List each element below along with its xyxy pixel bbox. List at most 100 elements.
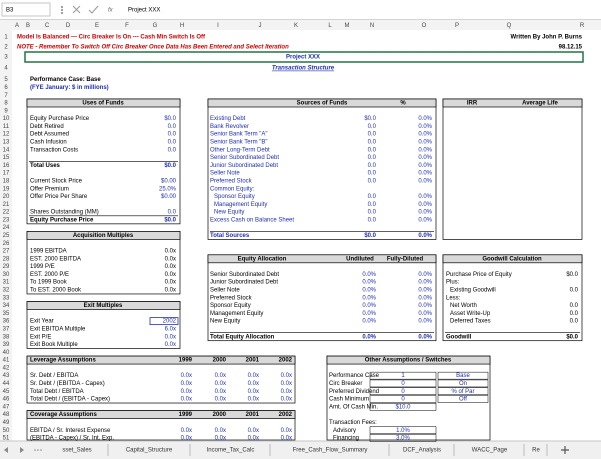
column-header: R [580,23,585,29]
row-header: 22 [3,210,10,216]
cell-value: 0.0x [281,373,292,379]
column-header: O [422,23,427,29]
cell-value: 0.0x [165,334,176,340]
cell-value: 0 [401,381,405,387]
row-label: Cash Infusion [30,140,67,146]
input-cell[interactable] [369,395,437,403]
sheet-tab[interactable]: Re [532,448,540,454]
cell-value: $0.0 [164,163,176,169]
cell-value: 0.0x [281,436,292,442]
row-header: 40 [3,350,10,356]
input-cell[interactable] [369,387,437,395]
section-header-text: 1999 [179,358,193,364]
tab-scroll-arrows[interactable] [4,447,24,453]
row-header-bar [0,30,12,441]
row-label: Bank Revolver [210,124,249,130]
cell-value: 1 [401,373,405,379]
sheet-subtitle: Transaction Structure [272,66,335,72]
cell-value: 0.0x [165,342,176,348]
row-label: Preferred Stock [210,295,253,301]
cell-value: 0.0% [418,295,432,301]
name-box[interactable] [1,2,51,17]
column-header: E [95,23,99,29]
sheet-tab[interactable]: WACC_Page [472,448,508,454]
cell-value: 0.0% [418,194,432,200]
column-header: K [294,23,298,29]
cell-value: $0.0 [566,334,578,340]
row-header: 50 [3,428,10,434]
row-header: 11 [3,124,10,130]
cell-value: 0.0x [281,389,292,395]
row-header: 24 [3,225,10,231]
row-header: 27 [3,249,10,255]
note: NOTE - Remember To Switch Off Circ Break… [17,45,289,51]
row-label: (EBITDA - Capex) / Sr. Int. Exp. [30,436,114,442]
add-sheet[interactable] [561,446,569,454]
cell-value: 0.0% [418,155,432,161]
section-header-text: % [400,101,406,107]
row-label: New Equity [210,319,240,325]
row-header: 19 [3,186,10,192]
input-cell[interactable] [369,403,437,411]
row-label: Cash Minimum [329,397,369,403]
cell-value: 0.0% [418,210,432,216]
cell-value: 0.0 [368,194,377,200]
input-cell[interactable] [149,317,179,326]
cell-value: 0.0 [168,210,177,216]
row-label: Total Equity Allocation [210,334,275,340]
column-header: I [217,23,219,29]
section-header-text: Undiluted [346,256,374,262]
row-label: Equity Purchase Price [30,116,90,122]
row-label: Common Equity: [210,186,255,192]
column-header: J [259,23,262,29]
sheet-tab[interactable]: Income_Tax_Calc [207,448,255,454]
input-cell[interactable] [369,434,437,442]
tab-more[interactable] [34,449,42,451]
row-header: 4 [4,66,8,72]
input-cell[interactable] [369,426,437,434]
cell-value: 0.0% [362,311,376,317]
row-header: 12 [3,132,10,138]
cell-value: $0.0 [364,233,376,239]
cell-value: 0.0% [418,202,432,208]
row-header: 3 [4,55,8,61]
input-cell[interactable] [369,371,437,380]
section-header [326,355,491,365]
cell-value: 0.0x [215,373,226,379]
row-header: 16 [3,163,10,169]
section-header [26,98,181,108]
cell-value: $0.0 [164,217,176,223]
row-label: 1999 EBITDA [30,249,67,255]
section-header-text: Goodwill Calculation [482,256,542,262]
cancel-icon[interactable] [72,5,81,14]
row-header: 2 [4,45,8,51]
row-header: 38 [3,334,10,340]
cell-value: 0.0 [570,288,579,294]
section-header-text: 2000 [213,358,227,364]
switch-label-cell [437,395,489,403]
sheet-tab[interactable]: sset_Sales [62,448,91,454]
section-header-text: 2002 [279,412,293,418]
row-label: Total Uses [30,163,61,169]
section-header-text: Acquisition Multiples [73,233,134,239]
section-header-text: Sources of Funds [297,101,348,107]
sheet-tab[interactable]: Free_Cash_Flow_Summary [293,448,368,454]
input-cell[interactable] [369,379,437,388]
section-header [442,254,583,264]
cell-value: 0.0x [165,280,176,286]
cell-value: 0.0x [181,436,192,442]
row-label: Sr. Debt / EBITDA [30,373,78,379]
row-header: 5 [4,77,8,83]
sheet-tab[interactable]: DCF_Analysis [403,448,441,454]
cell-value: 0.0x [181,428,192,434]
title-cell[interactable] [24,51,584,63]
sheet-tab[interactable]: Capital_Structure [126,448,173,454]
section-header [207,254,437,264]
row-label: Excess Cash on Balance Sheet [210,217,294,223]
row-label: Circ Breaker [329,381,362,387]
section-header [207,98,437,108]
cell-value: 0.0% [362,334,376,340]
column-header-bar [0,20,601,30]
enter-icon[interactable] [88,5,99,14]
column-header: M [345,23,350,29]
